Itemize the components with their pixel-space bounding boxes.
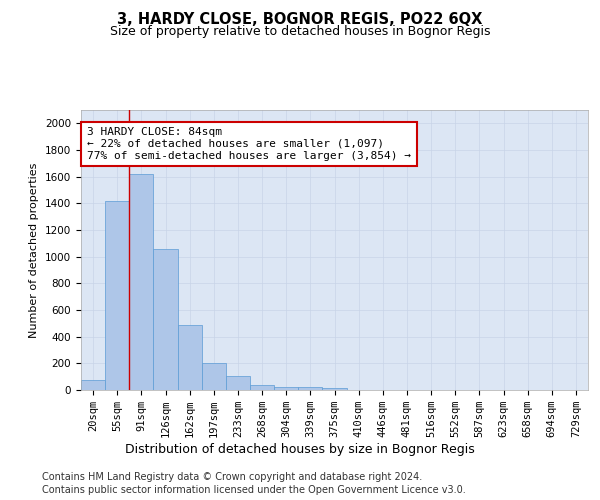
- Y-axis label: Number of detached properties: Number of detached properties: [29, 162, 40, 338]
- Bar: [81, 380, 105, 390]
- Bar: [322, 388, 347, 390]
- Bar: [298, 388, 322, 390]
- Bar: [154, 248, 178, 390]
- Text: Size of property relative to detached houses in Bognor Regis: Size of property relative to detached ho…: [110, 25, 490, 38]
- Text: 3, HARDY CLOSE, BOGNOR REGIS, PO22 6QX: 3, HARDY CLOSE, BOGNOR REGIS, PO22 6QX: [118, 12, 482, 28]
- Bar: [202, 362, 226, 390]
- Text: Contains HM Land Registry data © Crown copyright and database right 2024.: Contains HM Land Registry data © Crown c…: [42, 472, 422, 482]
- Bar: [274, 386, 298, 390]
- Bar: [250, 384, 274, 390]
- Text: 3 HARDY CLOSE: 84sqm
← 22% of detached houses are smaller (1,097)
77% of semi-de: 3 HARDY CLOSE: 84sqm ← 22% of detached h…: [87, 128, 411, 160]
- Bar: [129, 174, 154, 390]
- Text: Distribution of detached houses by size in Bognor Regis: Distribution of detached houses by size …: [125, 442, 475, 456]
- Bar: [105, 200, 129, 390]
- Text: Contains public sector information licensed under the Open Government Licence v3: Contains public sector information licen…: [42, 485, 466, 495]
- Bar: [178, 324, 202, 390]
- Bar: [226, 376, 250, 390]
